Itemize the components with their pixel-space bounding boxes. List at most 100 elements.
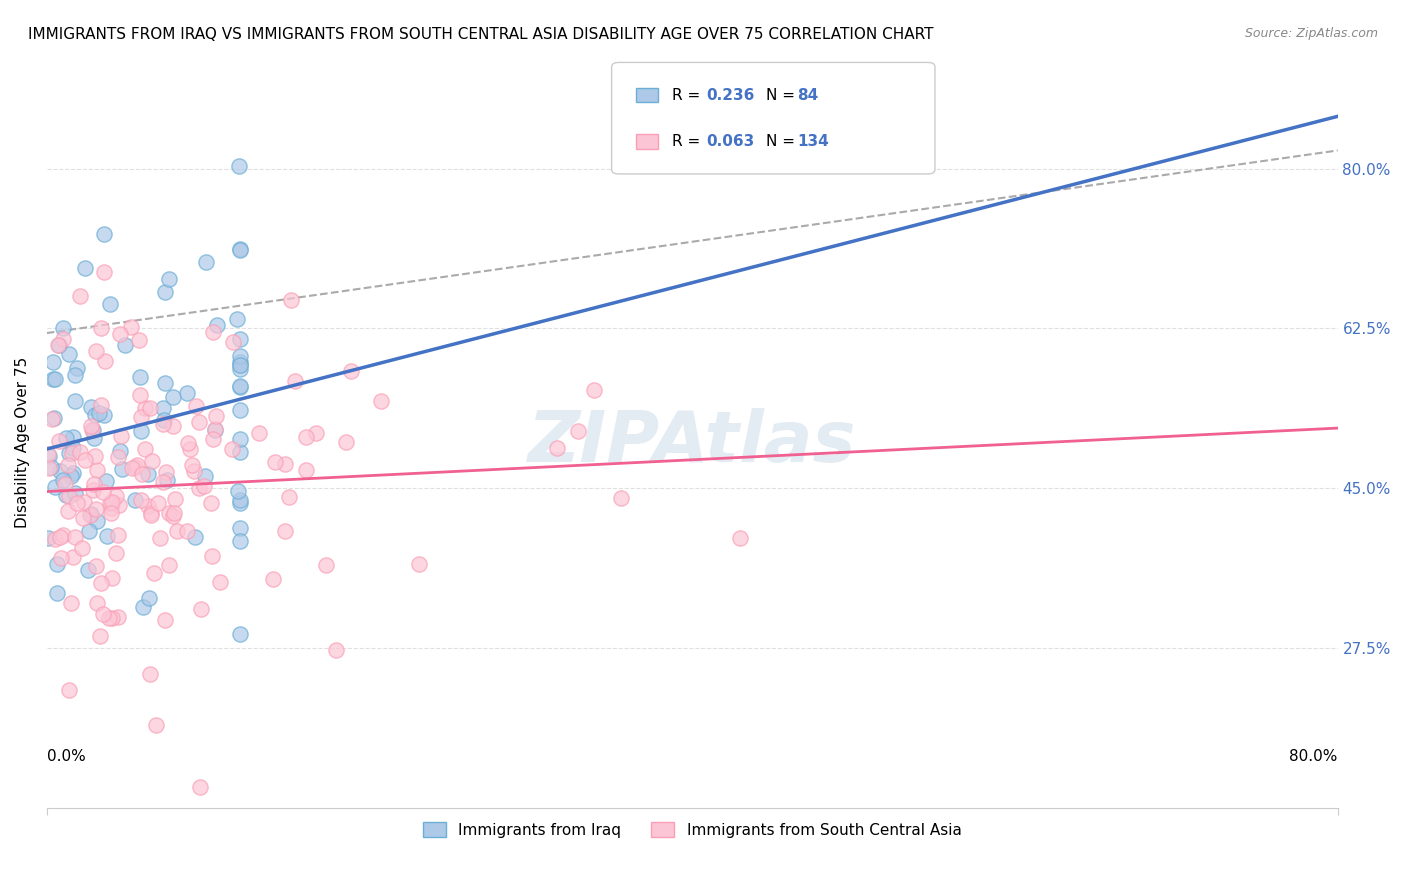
Immigrants from Iraq xyxy=(229,445,252,459)
Immigrants from South Central Asia xyxy=(59,596,82,610)
Immigrants from South Central Asia xyxy=(110,429,132,443)
Immigrants from South Central Asia xyxy=(52,332,75,346)
Immigrants from South Central Asia xyxy=(142,566,165,581)
Immigrants from South Central Asia xyxy=(131,467,153,481)
Immigrants from South Central Asia xyxy=(63,529,86,543)
Immigrants from Iraq xyxy=(229,361,252,376)
Immigrants from South Central Asia xyxy=(62,549,84,564)
Immigrants from Iraq xyxy=(87,406,110,420)
Immigrants from South Central Asia xyxy=(105,546,128,560)
Immigrants from South Central Asia xyxy=(38,461,60,475)
Text: 84: 84 xyxy=(797,87,818,103)
Immigrants from Iraq xyxy=(110,462,132,476)
Immigrants from Iraq xyxy=(58,347,80,361)
Immigrants from South Central Asia xyxy=(165,492,187,507)
Immigrants from Iraq xyxy=(128,370,150,384)
Immigrants from South Central Asia xyxy=(145,717,167,731)
Immigrants from Iraq xyxy=(229,355,252,369)
Immigrants from South Central Asia xyxy=(335,435,357,450)
Immigrants from South Central Asia xyxy=(222,335,245,350)
Immigrants from Iraq xyxy=(45,557,67,571)
Immigrants from Iraq xyxy=(51,321,73,335)
Immigrants from Iraq xyxy=(77,524,100,539)
Immigrants from South Central Asia xyxy=(93,354,115,368)
Immigrants from South Central Asia xyxy=(58,683,80,698)
Immigrants from South Central Asia xyxy=(153,613,176,627)
Immigrants from Iraq xyxy=(41,372,63,386)
Immigrants from South Central Asia xyxy=(48,434,70,449)
Immigrants from South Central Asia xyxy=(141,454,163,468)
Immigrants from South Central Asia xyxy=(180,458,202,472)
Immigrants from South Central Asia xyxy=(149,531,172,545)
Immigrants from South Central Asia xyxy=(183,464,205,478)
Immigrants from Iraq xyxy=(65,486,87,500)
Immigrants from Iraq xyxy=(63,368,86,383)
Immigrants from Iraq xyxy=(229,403,252,417)
Immigrants from Iraq xyxy=(205,318,228,333)
Immigrants from South Central Asia xyxy=(100,506,122,520)
Immigrants from Iraq xyxy=(229,332,252,346)
Immigrants from South Central Asia xyxy=(90,576,112,591)
Immigrants from South Central Asia xyxy=(46,338,69,352)
Immigrants from South Central Asia xyxy=(82,483,104,498)
Immigrants from South Central Asia xyxy=(177,435,200,450)
Immigrants from South Central Asia xyxy=(202,325,225,339)
Immigrants from Iraq xyxy=(80,400,103,414)
Immigrants from South Central Asia xyxy=(125,458,148,472)
Immigrants from South Central Asia xyxy=(48,530,70,544)
Immigrants from Iraq xyxy=(80,507,103,521)
Immigrants from South Central Asia xyxy=(157,506,180,520)
Immigrants from Iraq xyxy=(37,531,59,545)
Immigrants from Iraq xyxy=(93,227,115,241)
Immigrants from Iraq xyxy=(94,475,117,489)
Immigrants from South Central Asia xyxy=(93,265,115,279)
Immigrants from South Central Asia xyxy=(120,320,142,334)
Immigrants from South Central Asia xyxy=(66,495,89,509)
Immigrants from South Central Asia xyxy=(295,463,318,477)
Immigrants from Iraq xyxy=(229,358,252,372)
Immigrants from Iraq xyxy=(157,272,180,286)
Immigrants from South Central Asia xyxy=(80,423,103,437)
Immigrants from South Central Asia xyxy=(134,442,156,457)
Immigrants from South Central Asia xyxy=(134,401,156,415)
Immigrants from South Central Asia xyxy=(730,531,752,545)
Immigrants from South Central Asia xyxy=(408,557,430,571)
Immigrants from Iraq xyxy=(38,449,60,463)
Immigrants from South Central Asia xyxy=(75,452,97,467)
Immigrants from Iraq xyxy=(58,446,80,460)
Immigrants from South Central Asia xyxy=(179,442,201,456)
Immigrants from Iraq xyxy=(39,460,62,475)
Immigrants from Iraq xyxy=(155,376,177,390)
Immigrants from South Central Asia xyxy=(84,558,107,573)
Immigrants from Iraq xyxy=(194,469,217,483)
Immigrants from Iraq xyxy=(229,493,252,508)
Immigrants from Iraq xyxy=(82,424,104,438)
Immigrants from South Central Asia xyxy=(163,506,186,520)
Immigrants from South Central Asia xyxy=(44,532,66,546)
Immigrants from South Central Asia xyxy=(41,412,63,426)
Immigrants from South Central Asia xyxy=(108,326,131,341)
Immigrants from Iraq xyxy=(98,297,121,311)
Immigrants from South Central Asia xyxy=(208,574,231,589)
Text: R =: R = xyxy=(672,87,706,103)
Immigrants from Iraq xyxy=(152,401,174,416)
Immigrants from South Central Asia xyxy=(304,426,326,441)
Immigrants from Iraq xyxy=(184,530,207,544)
Immigrants from South Central Asia xyxy=(139,506,162,520)
Immigrants from Iraq xyxy=(162,390,184,404)
Immigrants from Iraq xyxy=(65,394,87,409)
Immigrants from South Central Asia xyxy=(157,558,180,573)
Immigrants from Iraq xyxy=(229,533,252,548)
Immigrants from South Central Asia xyxy=(107,450,129,465)
Immigrants from South Central Asia xyxy=(107,527,129,541)
Immigrants from South Central Asia xyxy=(86,463,108,477)
Immigrants from South Central Asia xyxy=(73,495,96,509)
Immigrants from Iraq xyxy=(44,372,66,386)
Immigrants from South Central Asia xyxy=(176,524,198,538)
Immigrants from Iraq xyxy=(108,443,131,458)
Immigrants from South Central Asia xyxy=(80,419,103,434)
Immigrants from Iraq xyxy=(52,473,75,487)
Immigrants from South Central Asia xyxy=(91,607,114,621)
Immigrants from South Central Asia xyxy=(84,449,107,463)
Text: 0.236: 0.236 xyxy=(706,87,754,103)
